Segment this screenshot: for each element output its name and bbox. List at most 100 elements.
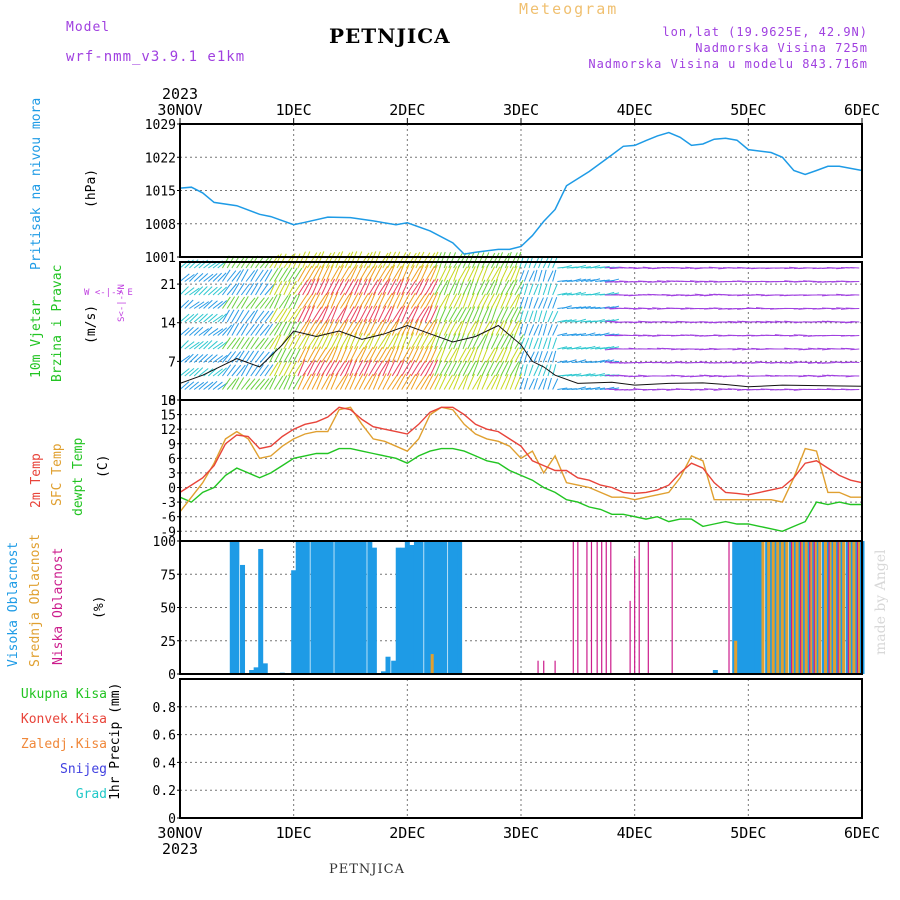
- high-cloud-bar: [754, 541, 760, 674]
- wind-barb: [401, 264, 410, 282]
- wind-barb: [288, 347, 297, 363]
- wind-barb: [184, 353, 194, 363]
- wind-barb: [590, 278, 601, 282]
- wind-barb: [755, 320, 765, 323]
- wind-barb: [505, 292, 513, 309]
- wind-barb: [344, 359, 353, 377]
- wind-barb: [547, 337, 552, 350]
- wind-barb: [344, 266, 356, 282]
- wind-barb: [250, 350, 259, 363]
- wind-barb: [368, 360, 379, 377]
- high-cloud-bar: [395, 547, 401, 674]
- wind-barb: [519, 310, 524, 323]
- wind-barb: [372, 346, 383, 363]
- chart-title: PETNJICA: [329, 24, 451, 48]
- wind-barb: [420, 278, 429, 296]
- wind-barb: [505, 333, 514, 350]
- wind-barb: [316, 347, 327, 363]
- wind-barb: [193, 367, 204, 377]
- wind-barb: [391, 265, 402, 282]
- grid-layer: [180, 124, 862, 818]
- wind-barb: [292, 375, 302, 390]
- high-cloud-bar: [385, 656, 391, 674]
- wind-barb: [576, 306, 587, 309]
- wind-barb: [231, 296, 240, 309]
- wind-barb: [486, 320, 495, 336]
- wind-barb: [273, 308, 285, 323]
- wind-barb: [528, 283, 534, 296]
- wind-barb: [311, 251, 322, 269]
- wind-barb: [538, 350, 543, 363]
- wind-barb: [561, 265, 572, 269]
- wind-barb: [490, 346, 499, 363]
- wind-barb: [590, 346, 601, 350]
- high-cloud-bar: [428, 541, 434, 674]
- wind-speed-line: [179, 324, 863, 388]
- y-tick-label: 6: [168, 452, 176, 467]
- high-cloud-bar: [437, 541, 443, 674]
- wind-barb: [434, 319, 442, 336]
- wind-barb: [505, 251, 512, 269]
- wind-barb: [292, 334, 302, 350]
- wind-barb: [420, 305, 430, 323]
- wind-barb: [410, 293, 422, 309]
- wind-barb: [401, 360, 412, 377]
- wind-barb: [519, 270, 525, 282]
- wind-barb: [189, 381, 200, 390]
- wind-barb: [273, 375, 284, 390]
- wind-barb: [817, 320, 827, 323]
- y-tick-label: 3: [168, 467, 176, 482]
- wind-barb: [462, 360, 472, 377]
- wind-barb: [424, 279, 435, 296]
- wind-barb: [349, 346, 359, 363]
- wind-barb: [372, 360, 384, 377]
- y-tick-label: 12: [160, 423, 176, 438]
- wind-barb: [405, 346, 415, 363]
- wind-barb: [542, 283, 548, 296]
- wind-barb: [250, 296, 259, 309]
- wind-barb: [297, 372, 306, 390]
- wind-barb: [453, 278, 460, 296]
- wind-barb: [321, 265, 330, 282]
- wind-barb: [434, 279, 443, 296]
- wind-barb: [538, 337, 543, 350]
- wind-barb: [476, 279, 486, 296]
- wind-barb: [339, 319, 349, 336]
- high-cloud-bar: [452, 541, 458, 674]
- wind-barb: [576, 386, 587, 390]
- wind-barb: [335, 320, 346, 336]
- wind-barb: [363, 266, 375, 282]
- wind-barb: [500, 373, 509, 390]
- wind-barb: [203, 286, 213, 296]
- wind-barb: [509, 293, 520, 309]
- wind-barb: [349, 292, 359, 309]
- wind-barb: [377, 252, 389, 269]
- high-cloud-bar: [328, 541, 334, 674]
- wind-barb: [250, 323, 260, 336]
- wind-barb: [410, 279, 422, 296]
- wind-barb: [330, 332, 340, 350]
- wind-barb: [821, 348, 832, 351]
- wind-barb: [633, 308, 643, 310]
- wind-barb: [288, 320, 296, 336]
- y-tick-label: 1001: [145, 251, 176, 266]
- wind-barb: [481, 373, 490, 390]
- wind-barb: [349, 332, 358, 350]
- wind-barb: [401, 373, 412, 390]
- wind-barb: [457, 319, 465, 336]
- wind-barb: [344, 319, 355, 336]
- wind-barb: [250, 337, 260, 350]
- wind-barb: [661, 293, 671, 296]
- wind-barb: [339, 278, 350, 296]
- mid-cloud-bar: [430, 654, 434, 674]
- wind-barb: [302, 265, 313, 282]
- y-tick-label: 25: [160, 635, 176, 650]
- wind-barb: [495, 306, 505, 323]
- wind-barb: [410, 373, 420, 390]
- wind-barb: [528, 270, 535, 282]
- high-cloud-bar: [343, 541, 349, 674]
- wind-barb: [198, 328, 209, 336]
- wind-barb: [443, 320, 453, 336]
- low-cloud-bar: [554, 660, 556, 674]
- wind-barb: [368, 251, 377, 269]
